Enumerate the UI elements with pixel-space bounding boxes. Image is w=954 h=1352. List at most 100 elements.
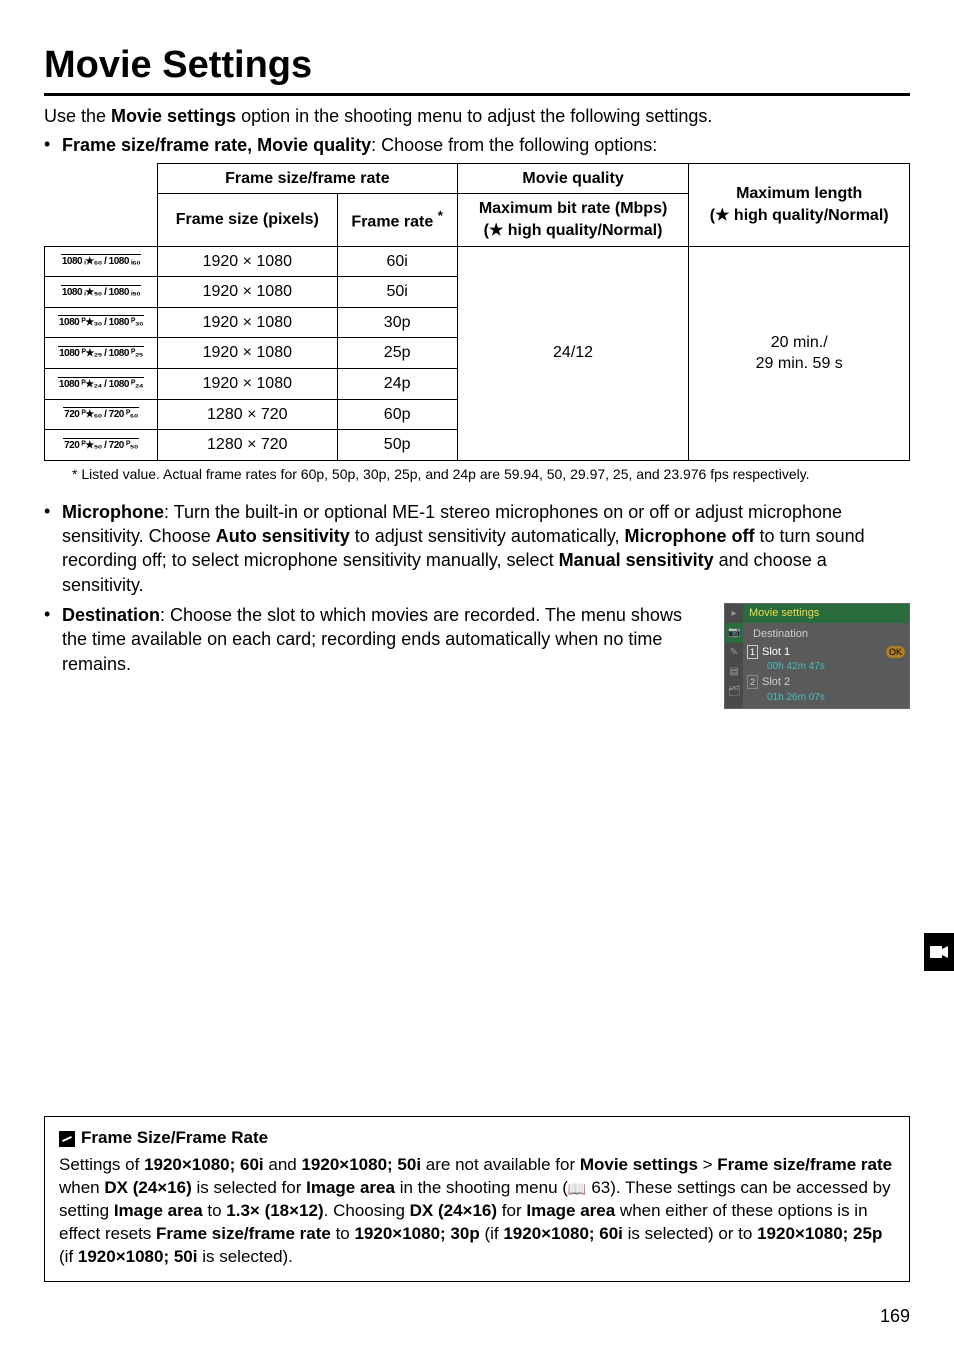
note-text: (if	[480, 1224, 504, 1243]
th-mbr-line1: Maximum bit rate (Mbps)	[479, 200, 667, 217]
note-bold: Movie settings	[580, 1155, 698, 1174]
th-movie-quality: Movie quality	[457, 163, 689, 194]
slot2-label: Slot 2	[762, 675, 790, 690]
th-fr-sup: *	[438, 208, 443, 223]
table-footnote: * Listed value. Actual frame rates for 6…	[72, 465, 910, 484]
slot2-icon: 2	[747, 675, 758, 689]
note-text: when	[59, 1178, 104, 1197]
note-text: (if	[59, 1247, 78, 1266]
mode-icon-text: 1080 ᵢ★₅₀ / 1080 ᵢ₅₀	[61, 285, 141, 300]
intro-text-2: option in the shooting menu to adjust th…	[236, 106, 712, 126]
mode-icon-text: 1080 ᴾ★₂₄ / 1080 ᴾ₂₄	[58, 377, 144, 392]
note-icon	[59, 1131, 75, 1147]
cell-frame-size: 1280 × 720	[158, 430, 338, 461]
cell-frame-rate: 60i	[337, 246, 457, 277]
tab-icon: 📷	[725, 623, 743, 643]
note-bold: 1920×1080; 50i	[78, 1247, 198, 1266]
menu-title: Movie settings	[743, 604, 909, 623]
cell-frame-size: 1920 × 1080	[158, 338, 338, 369]
table-row: 1080 ᵢ★₆₀ / 1080 ᵢ₆₀ 1920 × 1080 60i 24/…	[45, 246, 910, 277]
mic-off: Microphone off	[625, 526, 755, 546]
mic-manual: Manual sensitivity	[559, 550, 714, 570]
note-box: Frame Size/Frame Rate Settings of 1920×1…	[44, 1116, 910, 1282]
cell-maxlen: 20 min./ 29 min. 59 s	[689, 246, 910, 460]
slot2-row: 2 Slot 2	[747, 674, 905, 691]
th-maxlen-line1: Maximum length	[736, 185, 862, 202]
slot1-icon: 1	[747, 645, 758, 659]
note-bold: 1920×1080; 25p	[757, 1224, 882, 1243]
mode-icon: 1080 ᵢ★₅₀ / 1080 ᵢ₅₀	[45, 277, 158, 308]
section-tab	[924, 933, 954, 971]
th-mbr-line2: (★ high quality/Normal)	[484, 222, 663, 239]
page-title: Movie Settings	[44, 40, 910, 96]
cell-frame-rate: 25p	[337, 338, 457, 369]
mode-icon: 1080 ᴾ★₃₀ / 1080 ᴾ₃₀	[45, 307, 158, 338]
th-maxlen-line2: (★ high quality/Normal)	[710, 207, 889, 224]
menu-subtitle: Destination	[747, 625, 905, 644]
settings-table: Frame size/frame rate Movie quality Maxi…	[44, 163, 910, 461]
cell-frame-rate: 60p	[337, 399, 457, 430]
note-text: is selected for	[192, 1178, 306, 1197]
cell-frame-rate: 30p	[337, 307, 457, 338]
menu-tabs: ▸ 📷 ✎ ▤ 🗂	[725, 604, 743, 708]
th-frame-size-rate: Frame size/frame rate	[158, 163, 458, 194]
note-text: Settings of	[59, 1155, 144, 1174]
slot1-row: 1 Slot 1 OK	[747, 644, 905, 661]
destination-figure: ▸ 📷 ✎ ▤ 🗂 Movie settings Destination 1 S…	[724, 603, 910, 709]
mode-icon-text: 720 ᴾ★₆₀ / 720 ᴾ₆₀	[63, 407, 139, 422]
note-text: for	[497, 1201, 526, 1220]
mic-bold: Microphone	[62, 502, 164, 522]
note-bold: Image area	[526, 1201, 615, 1220]
movie-icon	[930, 945, 948, 959]
note-bold: Image area	[114, 1201, 203, 1220]
note-bold: DX (24×16)	[410, 1201, 497, 1220]
maxlen-line2: 29 min. 59 s	[756, 355, 843, 372]
th-max-length: Maximum length (★ high quality/Normal)	[689, 163, 910, 246]
note-text: in the shooting menu (	[395, 1178, 568, 1197]
bullet1-bold: Frame size/frame rate, Movie quality	[62, 135, 371, 155]
note-text: to	[331, 1224, 355, 1243]
mode-icon-text: 1080 ᵢ★₆₀ / 1080 ᵢ₆₀	[61, 254, 141, 269]
note-bold: Frame size/frame rate	[156, 1224, 331, 1243]
mode-icon-text: 720 ᴾ★₅₀ / 720 ᴾ₅₀	[63, 438, 139, 453]
slot1-time: 00h 42m 47s	[747, 660, 905, 674]
mode-icon-text: 1080 ᴾ★₂₅ / 1080 ᴾ₂₅	[58, 346, 144, 361]
note-bold: 1.3× (18×12)	[226, 1201, 323, 1220]
note-text: to	[203, 1201, 227, 1220]
tab-icon: 🗂	[725, 682, 743, 702]
ok-badge: OK	[886, 646, 905, 658]
page-number: 169	[880, 1304, 910, 1328]
mode-icon: 1080 ᴾ★₂₄ / 1080 ᴾ₂₄	[45, 369, 158, 400]
note-bold: Image area	[306, 1178, 395, 1197]
note-bold: 1920×1080; 30p	[354, 1224, 479, 1243]
note-bold: 1920×1080; 60i	[144, 1155, 264, 1174]
cell-frame-rate: 24p	[337, 369, 457, 400]
bullet-microphone: • Microphone: Turn the built-in or optio…	[44, 500, 910, 597]
bullet-text: Frame size/frame rate, Movie quality: Ch…	[62, 133, 910, 157]
mode-icon: 720 ᴾ★₅₀ / 720 ᴾ₅₀	[45, 430, 158, 461]
mic-b: to adjust sensitivity automatically,	[350, 526, 625, 546]
bullet-frame-size-quality: • Frame size/frame rate, Movie quality: …	[44, 133, 910, 157]
note-text: is selected) or to	[623, 1224, 757, 1243]
note-head-text: Frame Size/Frame Rate	[81, 1127, 268, 1150]
dest-bold: Destination	[62, 605, 160, 625]
note-text: >	[698, 1155, 717, 1174]
cell-frame-size: 1920 × 1080	[158, 307, 338, 338]
th-max-bitrate: Maximum bit rate (Mbps) (★ high quality/…	[457, 194, 689, 246]
note-bold: DX (24×16)	[104, 1178, 191, 1197]
note-bold: 1920×1080; 60i	[503, 1224, 623, 1243]
cell-frame-rate: 50i	[337, 277, 457, 308]
cell-frame-size: 1280 × 720	[158, 399, 338, 430]
intro-paragraph: Use the Movie settings option in the sho…	[44, 104, 910, 128]
tab-icon: ▸	[725, 604, 743, 624]
th-frame-size-pixels: Frame size (pixels)	[158, 194, 338, 246]
bullet1-post: : Choose from the following options:	[371, 135, 657, 155]
note-text: . Choosing	[324, 1201, 410, 1220]
bullet-text: Destination: Choose the slot to which mo…	[62, 603, 710, 676]
note-heading: Frame Size/Frame Rate	[59, 1127, 895, 1150]
bullet-dot: •	[44, 603, 62, 626]
camera-menu-mock: ▸ 📷 ✎ ▤ 🗂 Movie settings Destination 1 S…	[724, 603, 910, 709]
slot1-label: Slot 1	[762, 645, 790, 660]
intro-text: Use the	[44, 106, 111, 126]
note-bold: Frame size/frame rate	[717, 1155, 892, 1174]
